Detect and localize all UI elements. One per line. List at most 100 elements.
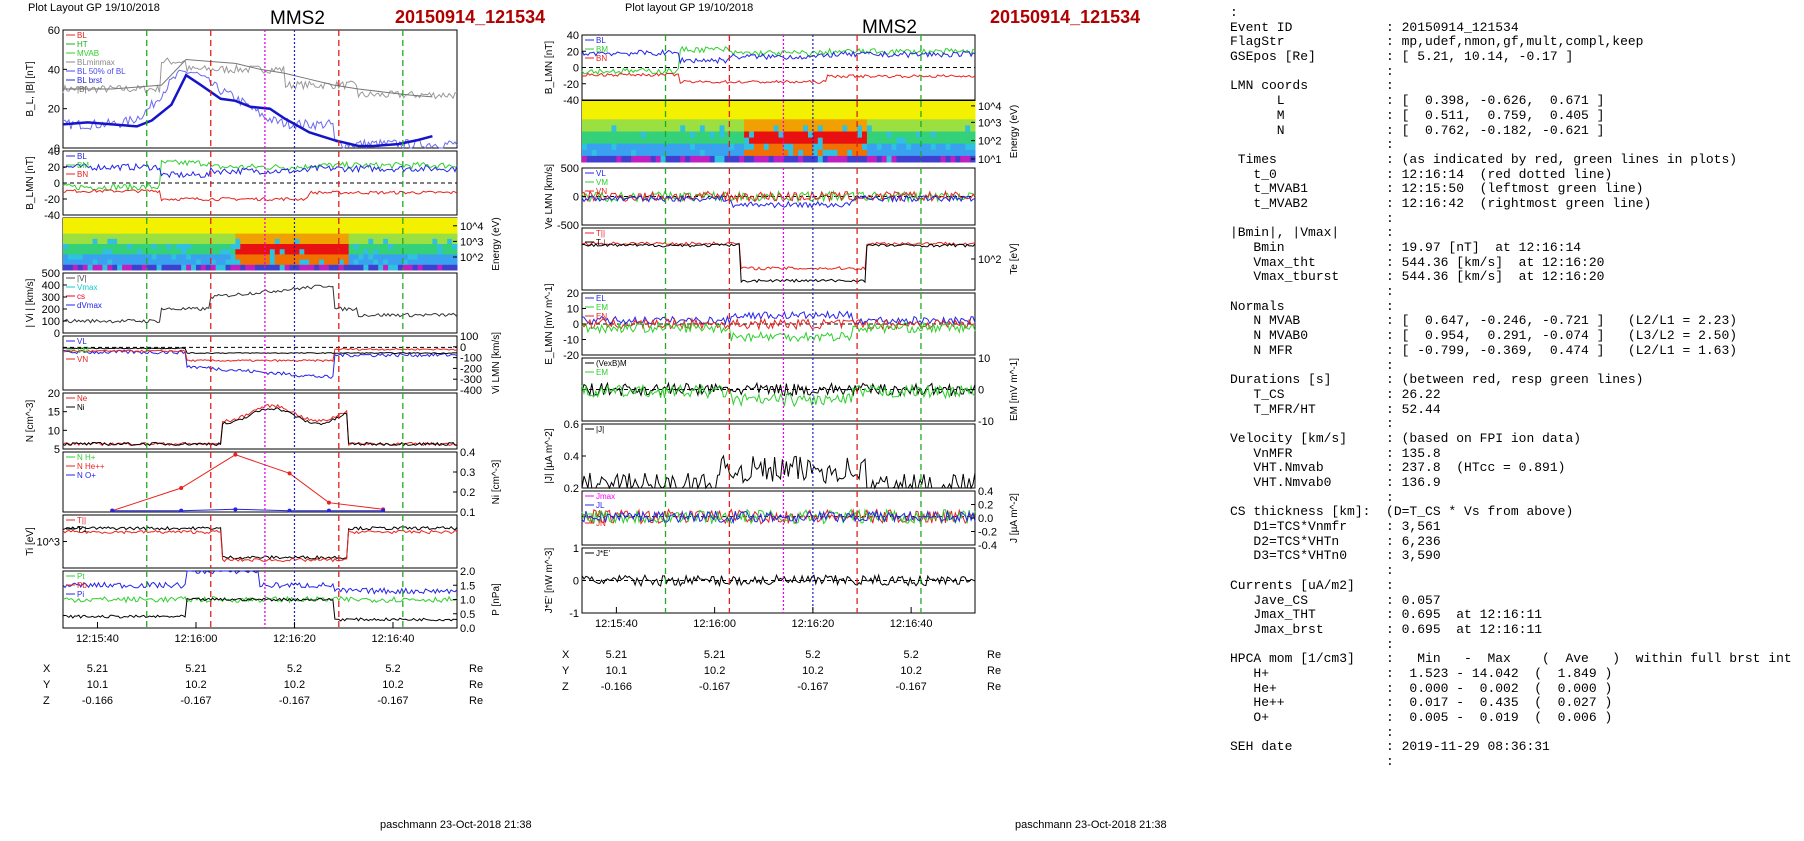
heatmap-cell xyxy=(719,101,725,108)
heatmap-cell xyxy=(402,238,409,245)
heatmap-cell xyxy=(151,244,158,250)
heatmap-cell xyxy=(611,101,617,108)
heatmap-cell xyxy=(960,125,966,132)
heatmap-cell xyxy=(911,143,917,151)
heatmap-cell xyxy=(857,113,863,120)
heatmap-cell xyxy=(156,223,162,229)
y-axis-label: EM [mV m^-1] xyxy=(1009,358,1020,421)
heatmap-cell xyxy=(274,233,281,240)
heatmap-cell xyxy=(798,149,804,157)
heatmap-cell xyxy=(279,259,286,266)
heatmap-cell xyxy=(940,143,947,151)
y-tick-label: 10 xyxy=(567,304,579,316)
y-tick-label: 10^4 xyxy=(460,221,484,233)
x-tick-label: 12:16:40 xyxy=(372,633,415,645)
heatmap-cell xyxy=(945,107,951,114)
heatmap-cell xyxy=(176,249,182,255)
y-axis-label: Te [eV] xyxy=(1009,243,1020,274)
heatmap-cell xyxy=(586,119,593,126)
heatmap-cell xyxy=(102,254,108,261)
heatmap-cell xyxy=(220,264,227,271)
info-line: |Bmin|, |Vmax| : xyxy=(1230,225,1394,241)
heatmap-cell xyxy=(847,107,853,114)
heatmap-cell xyxy=(793,155,799,163)
heatmap-cell xyxy=(309,264,315,271)
heatmap-cell xyxy=(871,119,878,126)
series-line xyxy=(63,58,433,98)
heatmap-cell xyxy=(862,155,868,163)
heatmap-cell xyxy=(215,228,222,235)
heatmap-cell xyxy=(714,137,721,145)
heatmap-cell xyxy=(72,228,79,235)
y-tick-label: -10 xyxy=(563,335,579,347)
heatmap-cell xyxy=(328,259,335,266)
heatmap-cell xyxy=(220,233,227,240)
heatmap-cell xyxy=(77,218,84,224)
heatmap-cell xyxy=(309,233,315,240)
heatmap-cell xyxy=(67,223,74,229)
heatmap-cell xyxy=(881,155,888,163)
heatmap-cell xyxy=(837,113,843,120)
heatmap-cell xyxy=(72,238,79,245)
heatmap-cell xyxy=(245,264,251,271)
heatmap-cell xyxy=(353,238,359,245)
heatmap-cell xyxy=(215,259,222,266)
heatmap-cell xyxy=(675,149,681,157)
y-tick-label: 1.5 xyxy=(460,580,475,592)
heatmap-cell xyxy=(117,238,123,245)
heatmap-cell xyxy=(837,101,843,108)
heatmap-cell xyxy=(422,228,428,235)
heatmap-cell xyxy=(645,149,652,157)
heatmap-cell xyxy=(935,149,942,157)
heatmap-cell xyxy=(734,107,740,114)
legend-label: VN xyxy=(596,187,607,196)
heatmap-cell xyxy=(798,119,804,126)
ephemeris-value: -0.167 xyxy=(896,681,927,693)
heatmap-cell xyxy=(186,228,192,235)
heatmap-cell xyxy=(768,101,775,108)
heatmap-cell xyxy=(363,249,369,255)
heatmap-cell xyxy=(422,223,428,229)
series-line xyxy=(62,159,458,192)
heatmap-cell xyxy=(284,218,291,224)
heatmap-cell xyxy=(704,125,711,132)
heatmap-cell xyxy=(289,223,295,229)
y-tick-label: -20 xyxy=(563,350,579,362)
heatmap-cell xyxy=(447,223,453,229)
heatmap-cell xyxy=(611,131,617,139)
heatmap-cell xyxy=(191,228,197,235)
heatmap-cell xyxy=(626,143,632,151)
ephemeris-value: 10.2 xyxy=(802,665,823,677)
heatmap-cell xyxy=(107,238,113,245)
heatmap-cell xyxy=(665,101,671,108)
heatmap-cell xyxy=(269,259,276,266)
heatmap-cell xyxy=(857,155,863,163)
series-line xyxy=(62,73,433,148)
heatmap-cell xyxy=(269,233,276,240)
heatmap-cell xyxy=(422,264,428,271)
heatmap-cell xyxy=(965,143,971,151)
heatmap-cell xyxy=(324,218,330,224)
heatmap-cell xyxy=(146,218,153,224)
right-event-id: 20150914_121534 xyxy=(990,7,1141,27)
heatmap-cell xyxy=(793,131,799,139)
heatmap-cell xyxy=(284,249,291,255)
heatmap-cell xyxy=(768,119,775,126)
heatmap-cell xyxy=(645,113,652,120)
heatmap-cell xyxy=(333,223,340,229)
heatmap-cell xyxy=(837,119,843,126)
heatmap-cell xyxy=(744,149,750,157)
series-line xyxy=(581,189,976,204)
heatmap-cell xyxy=(601,131,608,139)
y-tick-label: 200 xyxy=(42,304,60,316)
heatmap-cell xyxy=(220,254,227,261)
heatmap-cell xyxy=(626,137,632,145)
y-tick-label: 0.4 xyxy=(564,451,579,463)
heatmap-cell xyxy=(181,249,187,255)
heatmap-cell xyxy=(694,113,701,120)
heatmap-cell xyxy=(205,218,212,224)
heatmap-cell xyxy=(348,244,355,250)
heatmap-cell xyxy=(368,244,374,250)
heatmap-cell xyxy=(822,101,829,108)
heatmap-cell xyxy=(432,259,438,266)
